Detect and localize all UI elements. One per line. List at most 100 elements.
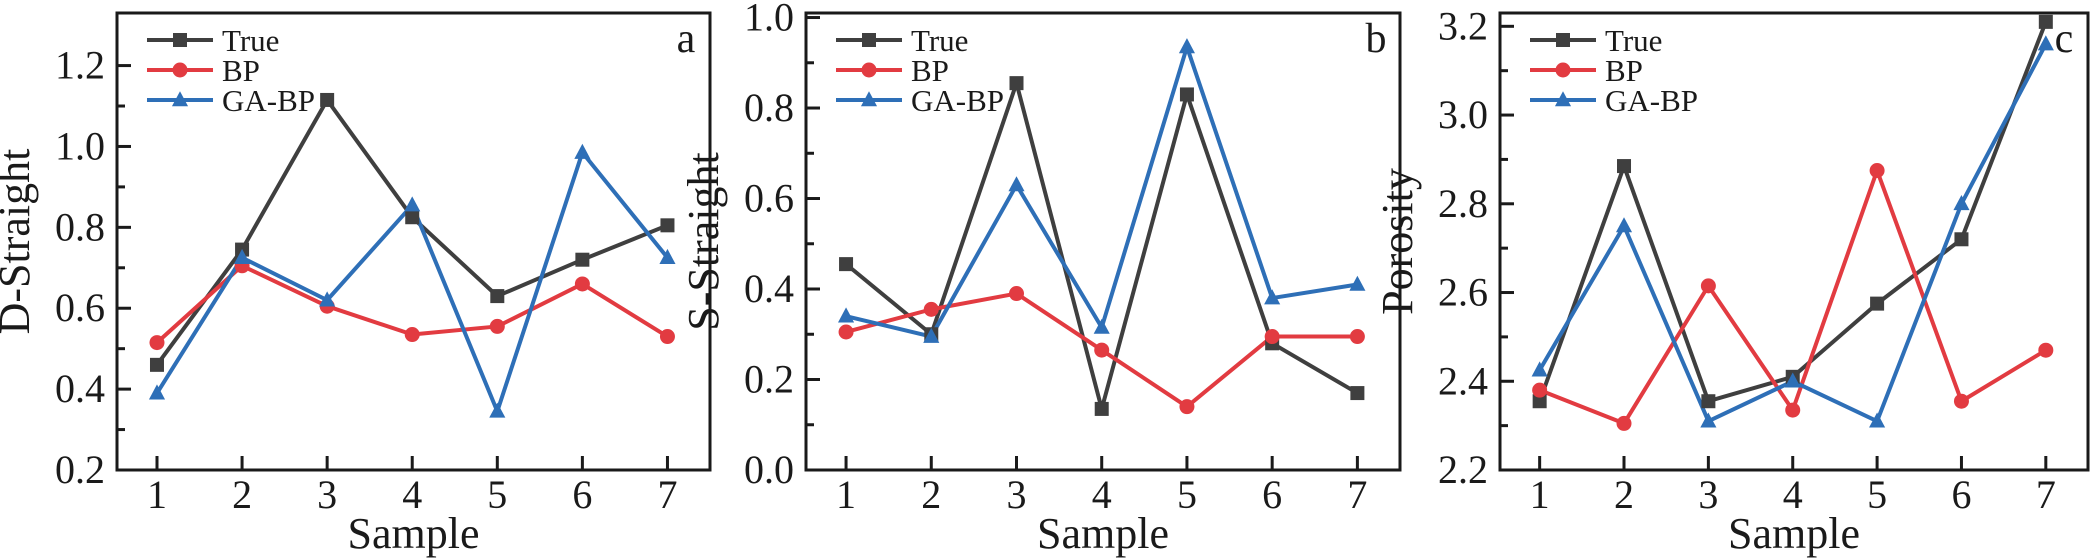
x-tick-label: 1 xyxy=(1530,472,1550,517)
x-tick-label: 1 xyxy=(836,472,856,517)
legend-marker-ga-bp xyxy=(171,91,189,107)
y-tick-label: 2.2 xyxy=(1438,447,1488,492)
panel-letter: c xyxy=(2055,16,2074,62)
x-tick-label: 7 xyxy=(2036,472,2056,517)
y-tick-label: 2.8 xyxy=(1438,181,1488,226)
data-point-bp xyxy=(1869,163,1885,179)
data-point-bp xyxy=(838,324,854,340)
x-tick-label: 3 xyxy=(317,472,337,517)
chart-panel-c: 2.2 2.4 2.6 2.8 3.0 3.2 1 2 3 4 5 6 7 Porosity Sample c… xyxy=(1373,3,2090,558)
x-axis-title: Sample xyxy=(348,509,480,558)
x-tick-label: 5 xyxy=(487,472,507,517)
data-point-true xyxy=(1617,159,1632,174)
x-tick-label: 7 xyxy=(1347,472,1367,517)
x-tick-label: 1 xyxy=(147,472,167,517)
data-point-bp xyxy=(1700,278,1716,294)
x-tick-label: 4 xyxy=(1783,472,1803,517)
data-point-ga-bp xyxy=(838,307,855,323)
data-point-ga-bp xyxy=(659,248,676,264)
x-tick-label: 2 xyxy=(232,472,252,517)
data-point-ga-bp xyxy=(319,291,336,307)
x-tick-label: 5 xyxy=(1177,472,1197,517)
data-point-bp xyxy=(1349,329,1365,345)
data-point-true xyxy=(149,357,164,372)
data-point-bp xyxy=(1953,393,1969,409)
legend-label-ga-bp: GA-BP xyxy=(911,83,1004,118)
data-point-true xyxy=(1179,87,1194,102)
data-point-bp xyxy=(659,329,675,345)
data-point-ga-bp xyxy=(574,143,591,159)
y-tick-label: 0.4 xyxy=(55,366,105,411)
data-point-ga-bp xyxy=(1953,195,1970,211)
legend-label-bp: BP xyxy=(1605,53,1643,88)
y-tick-label: 2.6 xyxy=(1438,270,1488,315)
legend-label-true: True xyxy=(1605,23,1662,58)
series-line-true xyxy=(844,81,1360,411)
y-tick-label: 3.2 xyxy=(1438,3,1488,48)
data-point-ga-bp xyxy=(1615,217,1633,233)
x-tick-label: 6 xyxy=(572,472,592,517)
panel-letter: b xyxy=(1366,16,1387,62)
data-point-bp xyxy=(2038,342,2054,358)
y-tick-label: 1.0 xyxy=(744,0,794,40)
data-point-ga-bp xyxy=(489,402,506,418)
data-point-true xyxy=(320,92,335,107)
legend-marker-true xyxy=(1556,33,1570,47)
data-point-bp xyxy=(149,335,165,351)
data-point-true xyxy=(2038,14,2053,29)
y-tick-label: 0.6 xyxy=(744,176,794,221)
data-point-bp xyxy=(1179,399,1195,415)
y-tick-label: 1.0 xyxy=(55,123,105,168)
data-point-bp xyxy=(923,301,939,317)
data-point-bp xyxy=(1785,402,1801,418)
data-point-true xyxy=(490,289,505,304)
x-tick-label: 4 xyxy=(1092,472,1112,517)
data-point-true xyxy=(1532,394,1547,409)
legend-marker-true xyxy=(862,33,876,47)
data-point-bp xyxy=(1616,415,1632,431)
data-point-ga-bp xyxy=(1178,38,1195,54)
legend-marker-bp xyxy=(1555,62,1571,78)
legend-marker-bp xyxy=(861,62,877,78)
x-tick-label: 2 xyxy=(1614,472,1634,517)
data-point-ga-bp xyxy=(234,248,251,264)
data-point-true xyxy=(405,210,420,225)
data-point-bp xyxy=(1264,329,1280,345)
data-point-ga-bp xyxy=(923,327,940,343)
x-tick-label: 3 xyxy=(1006,472,1026,517)
x-tick-label: 4 xyxy=(402,472,422,517)
legend-label-true: True xyxy=(911,23,968,58)
legend-label-bp: BP xyxy=(222,53,260,88)
legend-label-bp: BP xyxy=(911,53,949,88)
legend-marker-bp xyxy=(172,62,188,78)
data-point-bp xyxy=(1532,382,1548,398)
data-point-ga-bp xyxy=(2037,35,2054,51)
data-point-true xyxy=(575,252,590,267)
x-tick-label: 6 xyxy=(1262,472,1282,517)
data-point-true xyxy=(1094,401,1109,416)
data-point-bp xyxy=(1094,342,1110,358)
data-point-ga-bp xyxy=(1008,176,1025,192)
data-point-ga-bp xyxy=(1531,361,1548,377)
data-point-true xyxy=(1870,296,1885,311)
y-tick-label: 2.4 xyxy=(1438,358,1488,403)
legend-label-ga-bp: GA-BP xyxy=(222,83,315,118)
x-axis-title: Sample xyxy=(1728,509,1860,558)
data-point-ga-bp xyxy=(1869,412,1886,428)
data-point-true xyxy=(1701,394,1716,409)
series-line-ga-bp xyxy=(154,150,670,414)
data-point-bp xyxy=(574,276,590,292)
data-point-ga-bp xyxy=(1264,289,1281,305)
x-axis-title: Sample xyxy=(1037,509,1169,558)
y-tick-label: 0.8 xyxy=(55,204,105,249)
data-point-ga-bp xyxy=(1093,318,1110,334)
data-point-ga-bp xyxy=(148,384,166,400)
x-tick-label: 3 xyxy=(1698,472,1718,517)
y-tick-label: 1.2 xyxy=(55,43,105,88)
data-point-bp xyxy=(489,318,505,334)
y-axis-title: S-Straight xyxy=(679,152,728,330)
data-point-true xyxy=(1350,386,1365,401)
data-point-bp xyxy=(404,327,420,343)
legend-marker-ga-bp xyxy=(860,91,878,107)
